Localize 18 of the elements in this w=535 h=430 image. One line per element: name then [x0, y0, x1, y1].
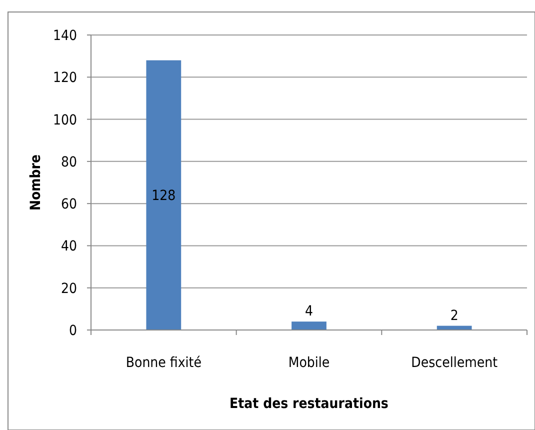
y-tick-label: 100 — [52, 112, 77, 128]
bar — [292, 322, 326, 330]
y-tick-label: 80 — [60, 154, 77, 170]
y-tick-label: 40 — [60, 238, 77, 255]
y-tick-label: 140 — [52, 28, 77, 44]
bar — [146, 60, 182, 330]
x-axis-title: Etat des restaurations — [230, 396, 388, 412]
y-axis-title: Nombre — [28, 154, 44, 211]
data-label: 2 — [450, 308, 458, 324]
x-tick-label: Mobile — [288, 355, 330, 371]
x-tick-label: Descellement — [411, 355, 498, 371]
y-tick-label: 60 — [60, 196, 77, 213]
y-tick-label: 120 — [52, 70, 77, 86]
y-tick-label: 20 — [60, 280, 77, 297]
y-tick-label: 0 — [68, 323, 77, 339]
x-tick-label: Bonne fixité — [126, 355, 202, 371]
data-label: 128 — [152, 188, 176, 204]
data-label: 4 — [304, 304, 314, 320]
